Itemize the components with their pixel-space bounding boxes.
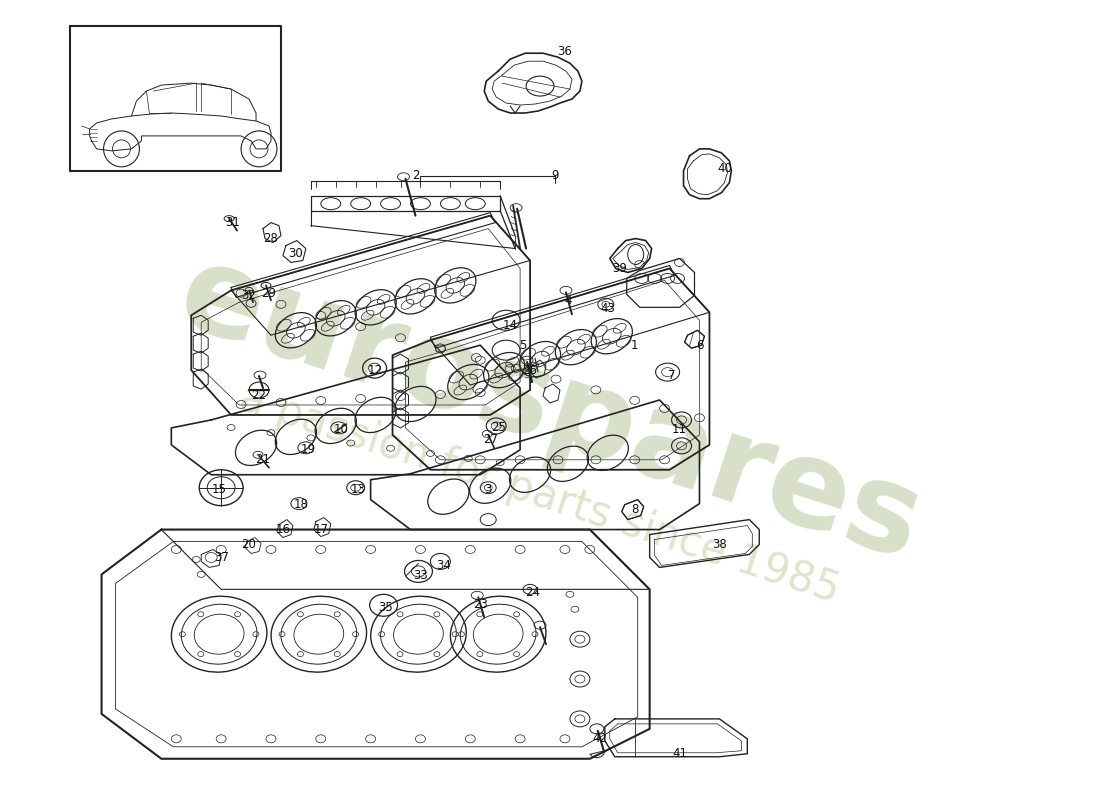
Text: 5: 5	[519, 338, 527, 352]
Text: 14: 14	[503, 318, 518, 332]
Text: 22: 22	[252, 389, 266, 402]
Text: a passion for parts since 1985: a passion for parts since 1985	[234, 378, 846, 612]
Text: 26: 26	[522, 364, 538, 377]
Text: 10: 10	[333, 423, 349, 436]
Text: 7: 7	[668, 369, 675, 382]
Text: 11: 11	[672, 423, 688, 436]
Text: 35: 35	[378, 601, 393, 614]
Text: 25: 25	[491, 422, 506, 434]
Text: 13: 13	[350, 483, 365, 496]
Text: 19: 19	[300, 443, 316, 456]
Polygon shape	[684, 330, 704, 348]
Text: 28: 28	[264, 232, 278, 245]
Text: 33: 33	[414, 569, 428, 582]
Text: 41: 41	[672, 747, 688, 760]
Text: 34: 34	[436, 559, 451, 572]
Text: 17: 17	[314, 523, 328, 536]
Text: 12: 12	[368, 364, 383, 377]
Text: 6: 6	[695, 338, 703, 352]
Text: 23: 23	[473, 598, 487, 610]
Text: 1: 1	[631, 338, 638, 352]
Text: 38: 38	[712, 538, 727, 551]
Text: eurospares: eurospares	[165, 235, 935, 585]
Text: 21: 21	[255, 454, 271, 466]
Text: 30: 30	[288, 247, 304, 260]
Text: 16: 16	[275, 523, 290, 536]
Text: 2: 2	[411, 170, 419, 182]
Text: 15: 15	[211, 483, 227, 496]
Text: 8: 8	[631, 503, 638, 516]
Text: 3: 3	[484, 483, 492, 496]
Text: 39: 39	[613, 262, 627, 275]
Text: 40: 40	[717, 162, 732, 175]
Text: 43: 43	[601, 302, 615, 315]
Text: 9: 9	[551, 170, 559, 182]
Text: 37: 37	[213, 551, 229, 564]
Text: 4: 4	[564, 294, 572, 307]
Text: 24: 24	[526, 586, 540, 599]
Text: 18: 18	[294, 498, 308, 511]
Text: 20: 20	[242, 538, 256, 551]
Polygon shape	[621, 500, 643, 519]
Text: 36: 36	[558, 45, 572, 58]
Text: 32: 32	[242, 289, 256, 302]
Text: 31: 31	[226, 216, 241, 229]
Text: 27: 27	[483, 434, 497, 446]
Text: 42: 42	[592, 732, 607, 746]
Text: 29: 29	[262, 287, 276, 300]
